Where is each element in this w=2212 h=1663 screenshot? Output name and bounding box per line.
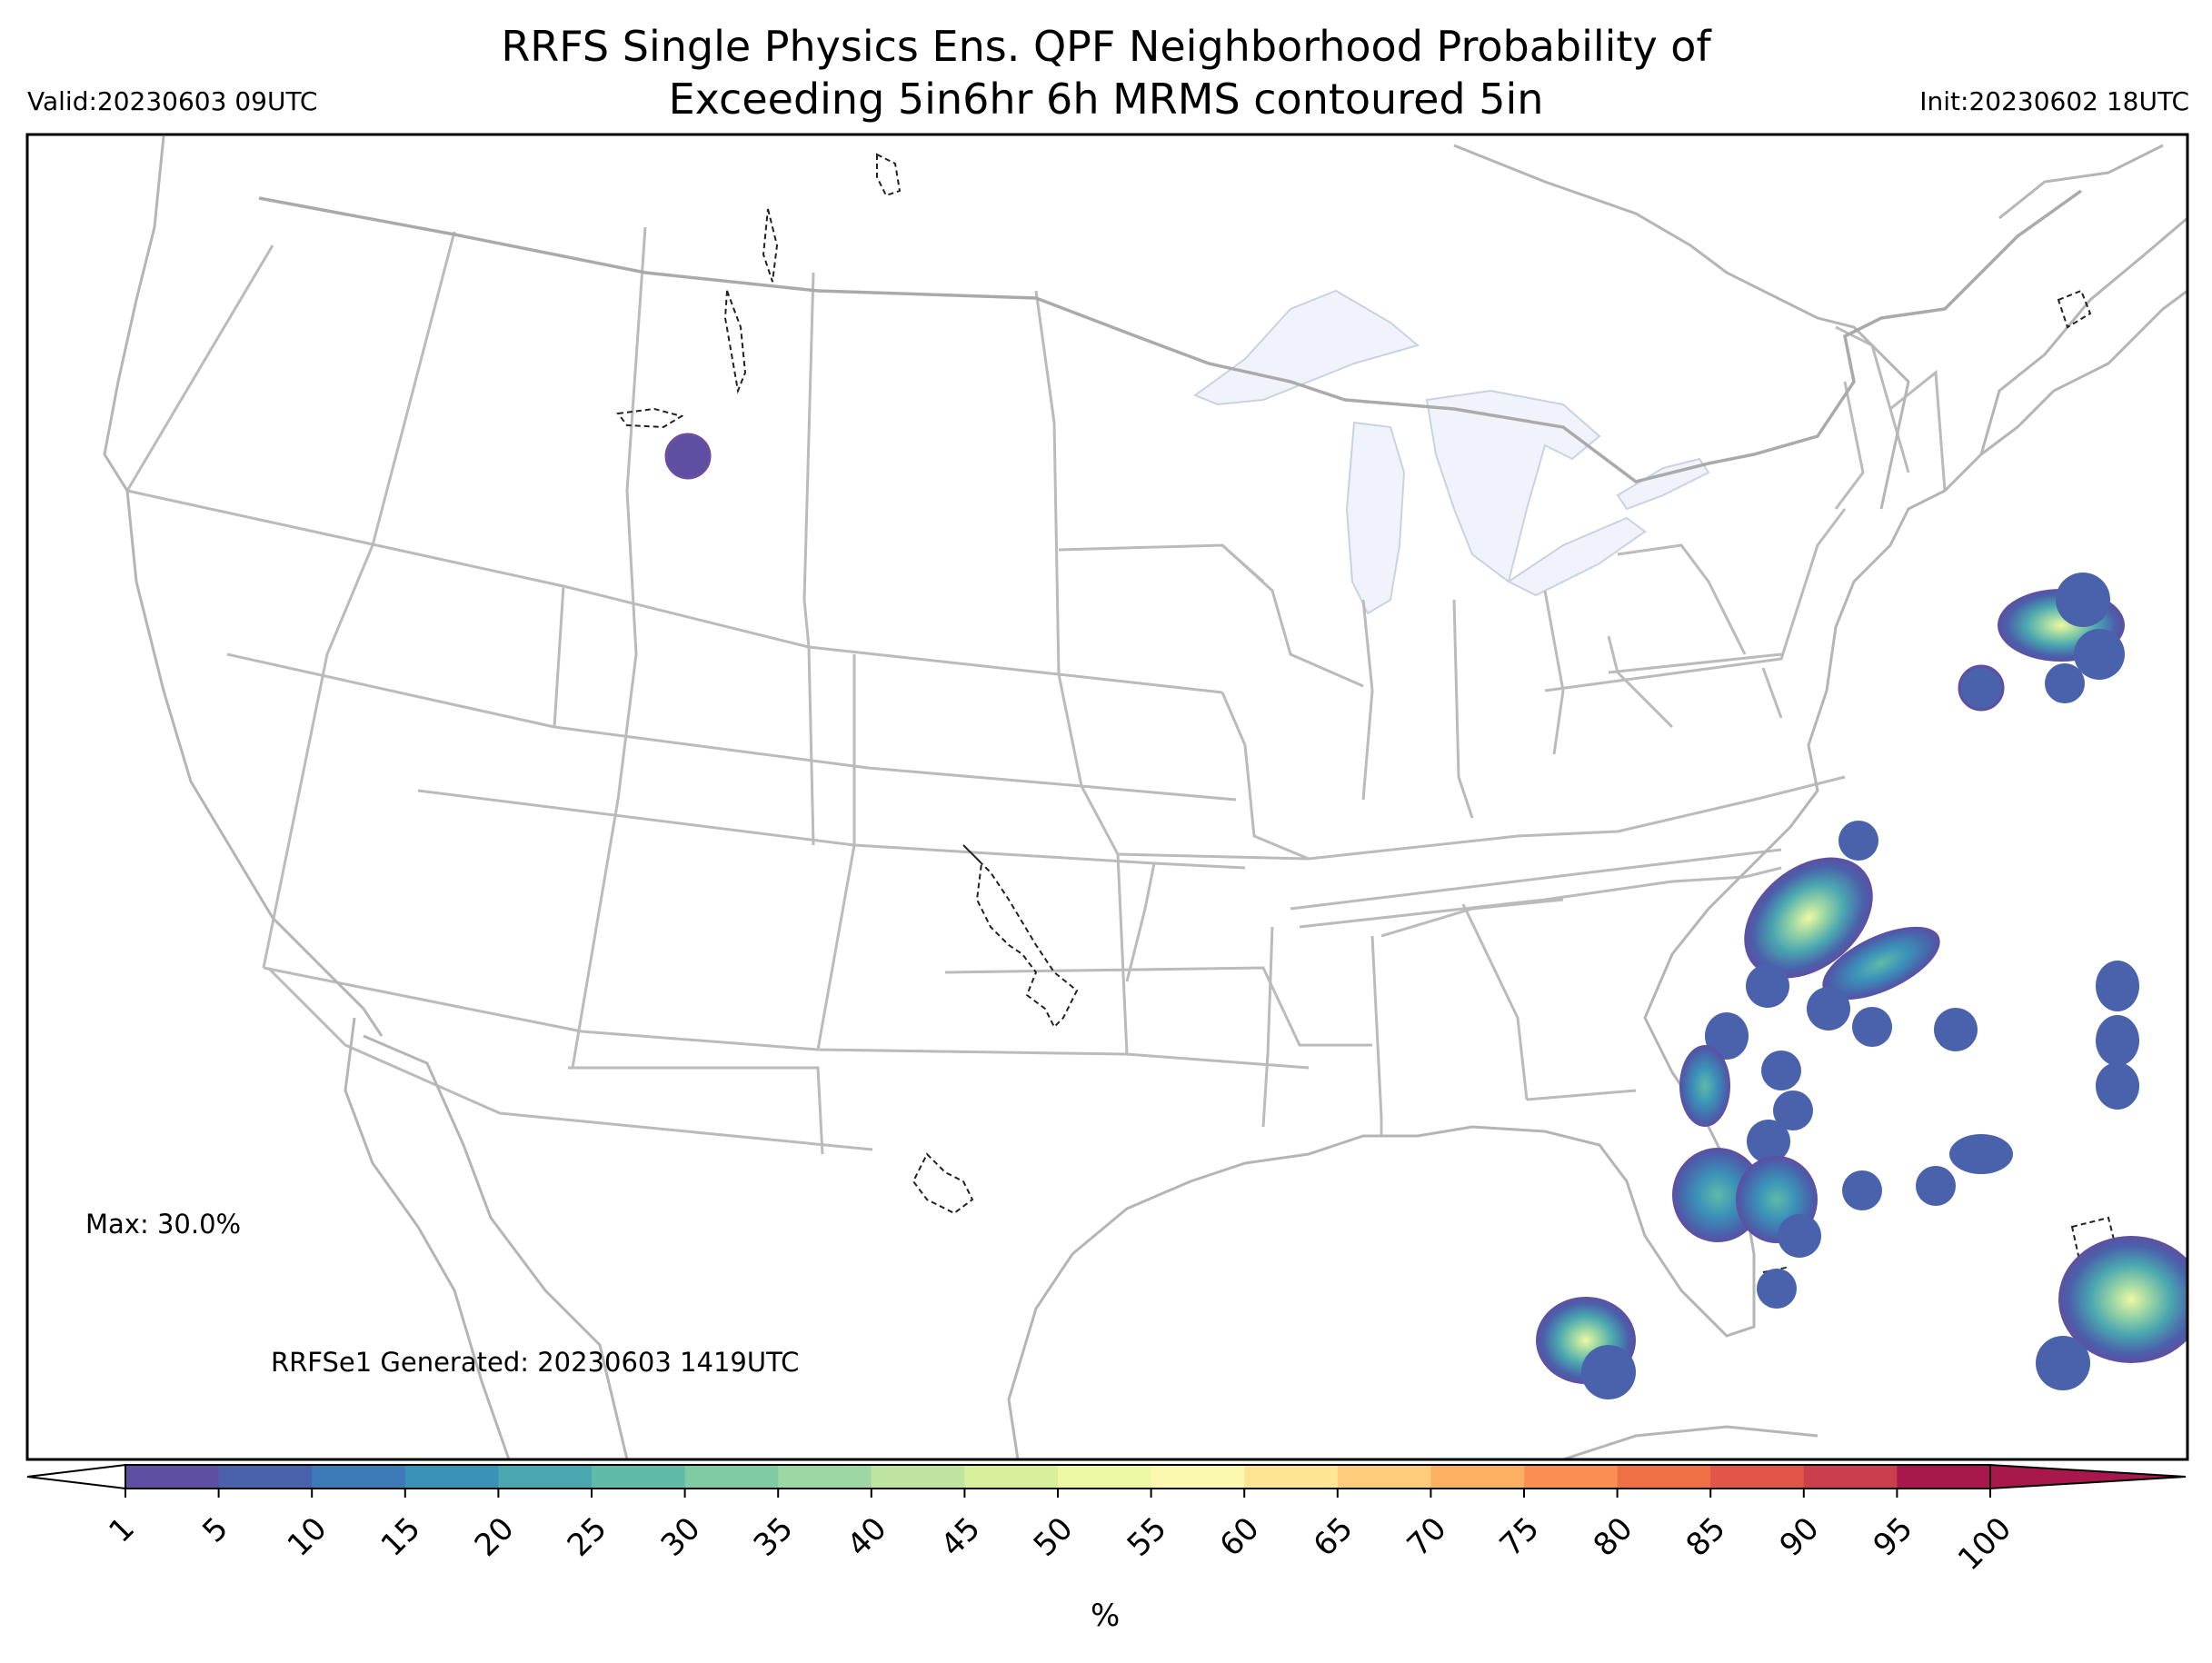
- great-lakes: [1195, 291, 1709, 613]
- coastlines: [105, 136, 2187, 1459]
- colorbar-segment: [872, 1465, 965, 1489]
- colorbar-segment: [405, 1465, 499, 1489]
- colorbar-segment: [1524, 1465, 1618, 1489]
- colorbar-segment: [1710, 1465, 1804, 1489]
- colorbar-over-extension: [1990, 1465, 2186, 1489]
- colorbar-segment: [964, 1465, 1058, 1489]
- colorbar-segment: [1618, 1465, 1711, 1489]
- colorbar-segment: [125, 1465, 219, 1489]
- colorbar-segment: [498, 1465, 592, 1489]
- colorbar-segment: [1897, 1465, 1990, 1489]
- colorbar-segment: [1058, 1465, 1151, 1489]
- max-value-label: Max: 30.0%: [85, 1209, 241, 1240]
- state-boundaries: [127, 227, 1945, 1154]
- colorbar-segment: [1151, 1465, 1245, 1489]
- colorbar-segment: [778, 1465, 872, 1489]
- colorbar-under-extension: [27, 1465, 125, 1489]
- probability-areas: [666, 434, 2204, 1399]
- colorbar-segment: [312, 1465, 405, 1489]
- map-area: [105, 136, 2204, 1459]
- colorbar-segment: [219, 1465, 313, 1489]
- canada-us-border: [259, 191, 2081, 482]
- colorbar-segment: [592, 1465, 685, 1489]
- colorbar: [27, 1465, 2186, 1498]
- colorbar-segment: [1430, 1465, 1524, 1489]
- colorbar-segment: [1804, 1465, 1898, 1489]
- map-frame: [27, 134, 2187, 1459]
- colorbar-segment: [1338, 1465, 1431, 1489]
- colorbar-segment: [1244, 1465, 1338, 1489]
- colorbar-segment: [685, 1465, 779, 1489]
- colorbar-unit-label: %: [1091, 1598, 1120, 1634]
- generated-label: RRFSe1 Generated: 20230603 1419UTC: [271, 1347, 799, 1378]
